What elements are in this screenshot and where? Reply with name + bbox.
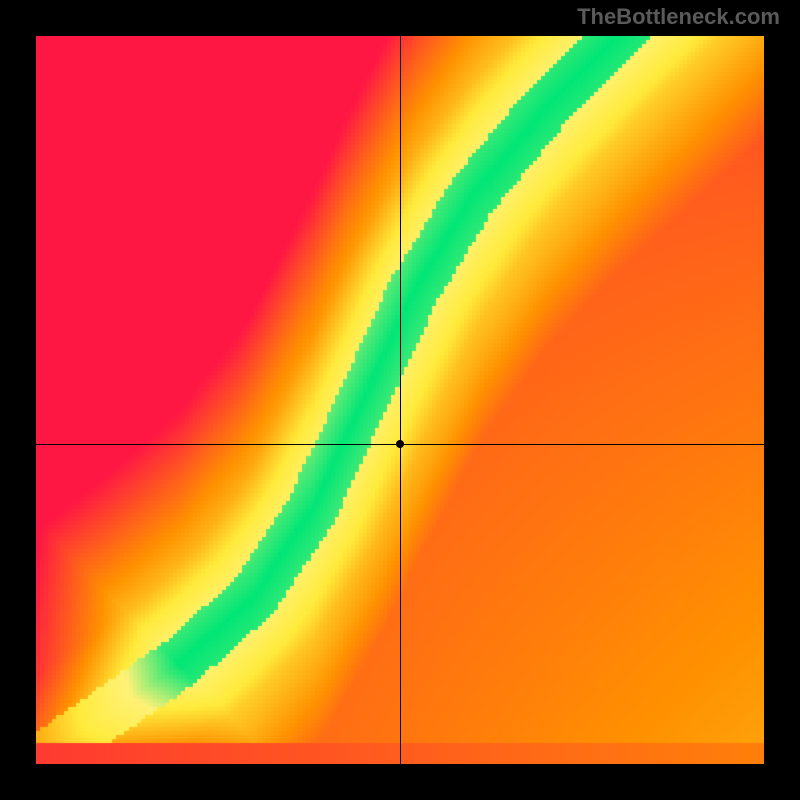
chart-container: TheBottleneck.com bbox=[0, 0, 800, 800]
plot-area bbox=[36, 36, 764, 764]
crosshair-vertical bbox=[400, 36, 401, 764]
crosshair-marker bbox=[396, 440, 404, 448]
watermark-text: TheBottleneck.com bbox=[577, 4, 780, 30]
